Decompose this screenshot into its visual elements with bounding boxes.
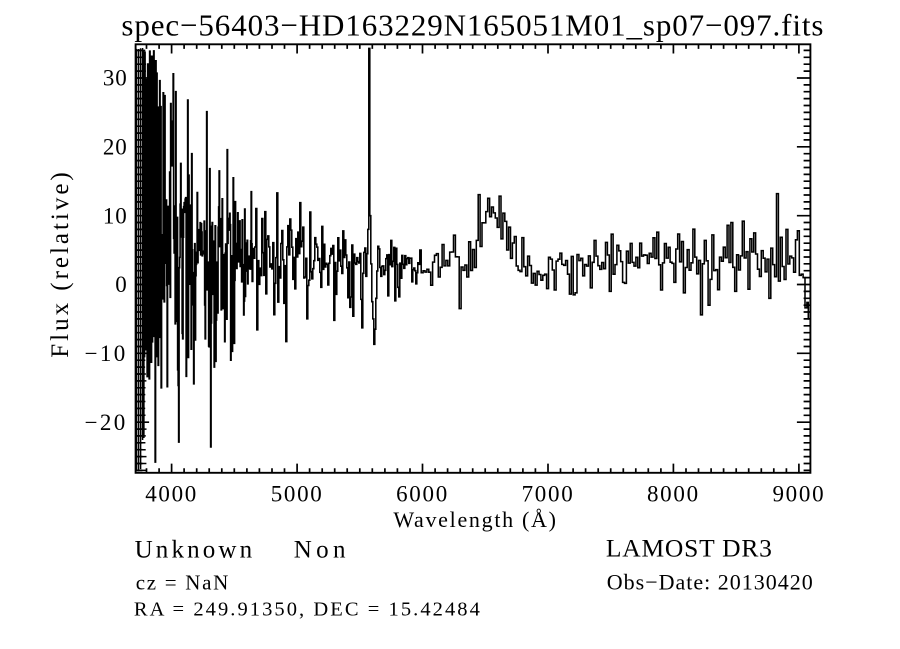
- svg-text:−20: −20: [85, 410, 128, 435]
- svg-text:6000: 6000: [396, 482, 449, 507]
- svg-text:9000: 9000: [772, 482, 825, 507]
- svg-text:LAMOST DR3: LAMOST DR3: [606, 534, 773, 563]
- svg-text:cz = NaN: cz = NaN: [136, 570, 230, 594]
- svg-text:20: 20: [103, 134, 128, 159]
- svg-text:7000: 7000: [522, 482, 575, 507]
- svg-text:30: 30: [103, 66, 128, 91]
- svg-text:8000: 8000: [647, 482, 700, 507]
- svg-text:10: 10: [103, 203, 128, 228]
- svg-text:5000: 5000: [271, 482, 324, 507]
- svg-text:4000: 4000: [145, 482, 198, 507]
- svg-text:spec−56403−HD163229N165051M01_: spec−56403−HD163229N165051M01_sp07−097.f…: [121, 7, 824, 42]
- svg-text:−10: −10: [85, 341, 128, 366]
- svg-text:Non: Non: [294, 537, 350, 564]
- svg-text:Wavelength (Å): Wavelength (Å): [393, 507, 557, 532]
- svg-text:Obs−Date: 20130420: Obs−Date: 20130420: [607, 569, 814, 594]
- svg-text:RA = 249.91350, DEC = 15.4248: RA = 249.91350, DEC = 15.42484: [134, 599, 482, 621]
- svg-text:Flux (relative): Flux (relative): [47, 169, 74, 357]
- svg-text:0: 0: [115, 272, 127, 297]
- svg-text:Unknown: Unknown: [135, 537, 256, 564]
